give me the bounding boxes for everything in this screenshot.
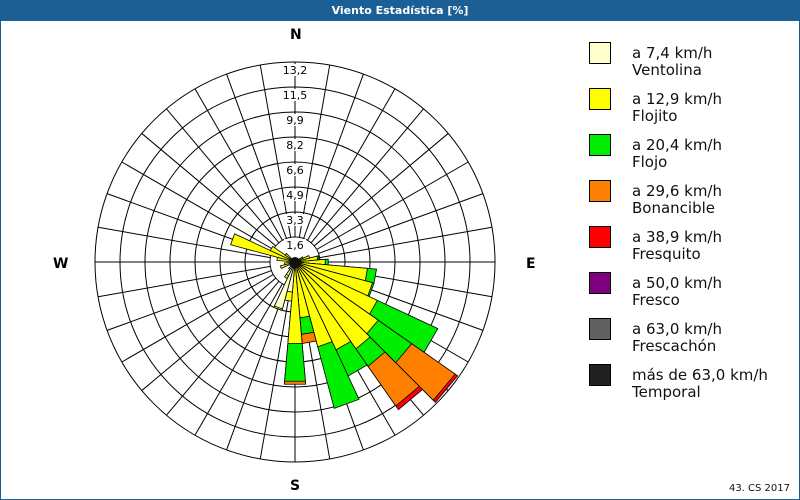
wind-rose-plot: 1,6 3,3 4,9 6,6 8,2 9,9 11,5 13,2 xyxy=(94,61,496,463)
legend-class-name: Fresquito xyxy=(632,245,701,263)
legend-range: a 50,0 km/h xyxy=(632,274,722,292)
radial-tick-label: 8,2 xyxy=(286,139,304,152)
grid-spoke xyxy=(194,283,283,436)
legend-swatch xyxy=(589,318,611,340)
radial-tick-label: 11,5 xyxy=(283,89,308,102)
radial-tick-label: 1,6 xyxy=(286,239,304,252)
radial-tick-label: 3,3 xyxy=(286,214,304,227)
legend-class-name: Temporal xyxy=(632,383,701,401)
tick-label-bg xyxy=(284,114,306,126)
grid-spoke xyxy=(121,161,274,250)
grid-spoke xyxy=(259,286,292,460)
compass-west: W xyxy=(53,256,69,272)
grid-spoke xyxy=(166,108,280,244)
tick-label-bg xyxy=(284,164,306,176)
tick-label-bg xyxy=(284,89,306,101)
grid-spoke xyxy=(121,274,274,363)
grid-spoke xyxy=(97,265,271,298)
grid-spoke xyxy=(226,285,287,451)
legend-class-name: Flojito xyxy=(632,107,678,125)
legend-range: a 7,4 km/h xyxy=(632,44,713,62)
grid-spoke xyxy=(259,64,292,238)
legend-range: más de 63,0 km/h xyxy=(632,366,768,384)
tick-label-bg xyxy=(284,139,306,151)
wind-petal-segment xyxy=(287,261,303,344)
radial-tick-label: 6,6 xyxy=(286,164,304,177)
compass-north: N xyxy=(290,27,302,43)
legend-swatch xyxy=(589,42,611,64)
tick-label-bg xyxy=(284,64,306,76)
legend-range: a 20,4 km/h xyxy=(632,136,722,154)
grid-spoke xyxy=(303,73,364,239)
legend-swatch xyxy=(589,272,611,294)
grid-spoke xyxy=(319,226,493,259)
radial-tick-label: 4,9 xyxy=(286,189,304,202)
grid-spoke xyxy=(310,108,424,244)
grid-spoke xyxy=(313,133,449,247)
legend-range: a 12,9 km/h xyxy=(632,90,722,108)
grid-spoke xyxy=(226,73,287,239)
legend-label: a 38,9 km/h Fresquito xyxy=(632,229,722,263)
legend-label: a 50,0 km/h Fresco xyxy=(632,275,722,309)
legend-label: a 20,4 km/h Flojo xyxy=(632,137,722,171)
legend-label: más de 63,0 km/h Temporal xyxy=(632,367,768,401)
center-hub xyxy=(290,257,300,267)
compass-east: E xyxy=(526,256,536,272)
legend-swatch xyxy=(589,88,611,110)
legend-swatch xyxy=(589,226,611,248)
legend-class-name: Bonancible xyxy=(632,199,716,217)
grid-spoke xyxy=(318,193,484,254)
wind-petal-segment xyxy=(230,233,296,263)
tick-label-bg xyxy=(284,214,306,226)
grid-spoke xyxy=(141,133,277,247)
legend-class-name: Fresco xyxy=(632,291,680,309)
tick-label-bg xyxy=(284,189,306,201)
chart-title: Viento Estadística [%] xyxy=(0,0,800,21)
legend-swatch xyxy=(589,180,611,202)
legend-label: a 29,6 km/h Bonancible xyxy=(632,183,722,217)
legend-swatch xyxy=(589,134,611,156)
legend-label: a 63,0 km/h Frescachón xyxy=(632,321,722,355)
footer-credit: 43. CS 2017 xyxy=(728,483,790,494)
legend-range: a 29,6 km/h xyxy=(632,182,722,200)
legend-class-name: Ventolina xyxy=(632,61,702,79)
grid-spoke xyxy=(97,226,271,259)
grid-spoke xyxy=(194,88,283,241)
legend-range: a 63,0 km/h xyxy=(632,320,722,338)
legend-swatch xyxy=(589,364,611,386)
legend-label: a 12,9 km/h Flojito xyxy=(632,91,722,125)
legend-class-name: Frescachón xyxy=(632,337,717,355)
grid-spoke xyxy=(307,88,396,241)
grid-spoke xyxy=(141,277,277,391)
grid-spoke xyxy=(316,161,469,250)
compass-south: S xyxy=(290,478,301,494)
legend-range: a 38,9 km/h xyxy=(632,228,722,246)
tick-label-bg xyxy=(284,239,306,251)
grid-spoke xyxy=(106,270,272,331)
grid-spoke xyxy=(298,64,331,238)
radial-tick-label: 9,9 xyxy=(286,114,304,127)
legend-class-name: Flojo xyxy=(632,153,668,171)
legend-label: a 7,4 km/h Ventolina xyxy=(632,45,712,79)
grid-spoke xyxy=(166,280,280,416)
radial-tick-label: 13,2 xyxy=(283,64,308,77)
